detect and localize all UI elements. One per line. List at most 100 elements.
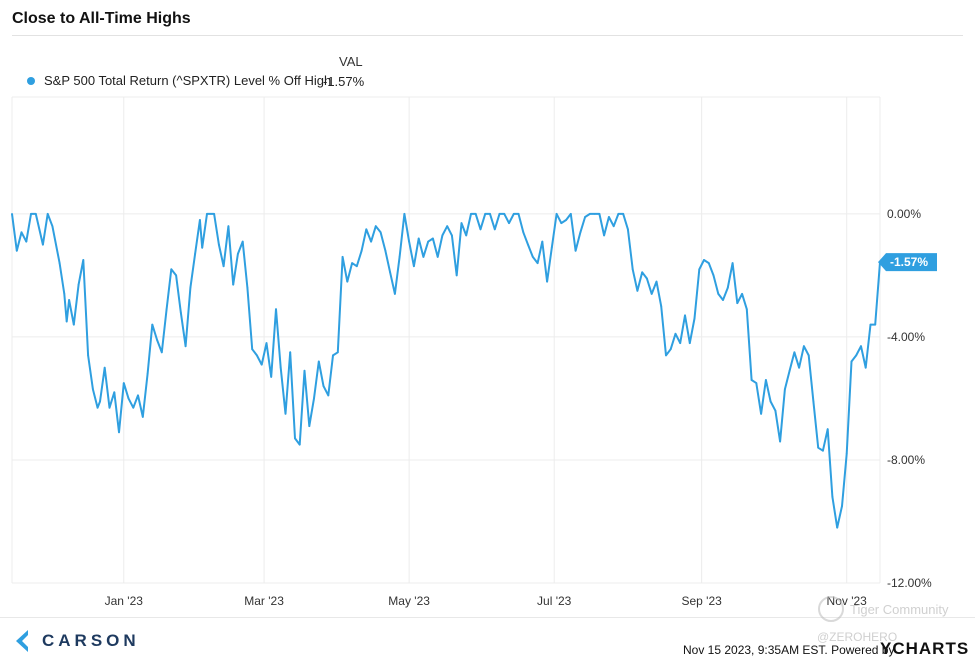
data-point xyxy=(850,360,853,363)
data-point xyxy=(703,259,705,261)
data-point xyxy=(798,366,800,369)
data-point xyxy=(446,225,449,228)
data-point xyxy=(370,240,372,243)
data-point xyxy=(636,289,639,292)
carson-logo[interactable]: CARSON xyxy=(14,628,140,654)
watermark-text: Tiger Community xyxy=(850,601,949,617)
data-point xyxy=(498,213,501,215)
data-point xyxy=(817,446,820,449)
data-point xyxy=(489,213,491,215)
data-point xyxy=(441,234,444,237)
data-point xyxy=(698,268,701,271)
data-point xyxy=(389,271,391,274)
data-point xyxy=(874,323,877,326)
data-point xyxy=(246,286,249,289)
data-point xyxy=(474,213,477,215)
data-point xyxy=(99,400,101,403)
last-value-flag: -1.57% xyxy=(878,253,937,272)
data-point xyxy=(327,394,330,397)
data-point xyxy=(793,351,796,354)
data-point xyxy=(508,222,510,225)
data-point xyxy=(774,409,777,412)
data-point xyxy=(141,416,144,418)
chart-title: Close to All-Time Highs xyxy=(12,10,191,27)
data-point xyxy=(484,213,487,215)
data-point xyxy=(574,249,577,252)
data-point xyxy=(289,351,292,354)
data-point xyxy=(34,213,37,215)
data-point xyxy=(298,443,301,446)
data-point xyxy=(579,231,582,234)
data-point xyxy=(860,345,862,348)
data-point xyxy=(87,354,89,357)
data-point xyxy=(822,449,824,452)
data-point xyxy=(617,213,620,215)
data-point xyxy=(807,354,810,357)
data-point xyxy=(20,231,23,234)
data-point xyxy=(103,366,106,369)
data-point xyxy=(593,213,596,215)
data-point xyxy=(736,302,739,304)
data-point xyxy=(436,256,439,258)
x-tick-label: Mar '23 xyxy=(244,594,284,608)
data-point xyxy=(237,253,239,255)
data-point xyxy=(77,283,80,286)
legend-series-dot-icon xyxy=(27,76,35,85)
data-point xyxy=(322,385,325,387)
data-point xyxy=(503,213,506,215)
data-point xyxy=(30,213,32,215)
data-point xyxy=(417,237,420,240)
y-axis-ticks: 0.00% -4.00% -8.00% -12.00% xyxy=(887,207,932,590)
data-point xyxy=(127,397,130,400)
data-point xyxy=(693,317,696,320)
data-point xyxy=(122,382,125,384)
data-point xyxy=(784,388,786,391)
data-point xyxy=(546,280,548,283)
data-point xyxy=(536,262,539,264)
data-point xyxy=(788,369,791,372)
data-point xyxy=(294,437,296,440)
data-point xyxy=(65,320,68,323)
data-point xyxy=(422,256,425,258)
data-point xyxy=(227,225,230,228)
data-point xyxy=(72,323,75,326)
data-point xyxy=(869,323,872,326)
x-axis-ticks: Jan '23 Mar '23 May '23 Jul '23 Sep '23 Nov '… xyxy=(105,594,868,608)
data-point xyxy=(92,388,94,391)
data-point xyxy=(398,256,401,258)
data-point xyxy=(622,213,625,215)
data-point xyxy=(156,339,159,341)
data-point xyxy=(812,400,815,403)
carson-mark-icon xyxy=(16,630,28,652)
legend-column-header: VAL xyxy=(339,54,363,69)
data-point xyxy=(355,265,358,268)
data-point xyxy=(222,265,225,268)
y-tick-label: -12.00% xyxy=(887,576,932,590)
data-point xyxy=(270,376,273,378)
carson-brand-text: CARSON xyxy=(42,631,140,650)
data-point xyxy=(650,293,653,295)
y-tick-label: -8.00% xyxy=(887,453,925,467)
data-point xyxy=(803,345,805,348)
data-point xyxy=(826,428,829,431)
data-point xyxy=(769,400,772,403)
data-point xyxy=(451,234,453,237)
data-point xyxy=(137,394,139,397)
data-point xyxy=(58,262,61,264)
data-point xyxy=(527,243,529,246)
data-point xyxy=(413,265,415,268)
data-point xyxy=(831,496,834,498)
data-point xyxy=(765,379,767,381)
data-point xyxy=(517,213,520,215)
data-point xyxy=(479,228,482,231)
data-point xyxy=(432,237,434,240)
data-point xyxy=(25,240,28,243)
data-point xyxy=(560,222,563,225)
data-point xyxy=(679,342,682,344)
series-line xyxy=(11,212,881,529)
data-point xyxy=(308,425,311,427)
legend-item[interactable]: S&P 500 Total Return (^SPXTR) Level % Of… xyxy=(27,73,331,88)
data-point xyxy=(688,342,691,344)
ycharts-logo[interactable]: YCHARTS xyxy=(880,639,970,658)
data-point xyxy=(512,213,515,215)
